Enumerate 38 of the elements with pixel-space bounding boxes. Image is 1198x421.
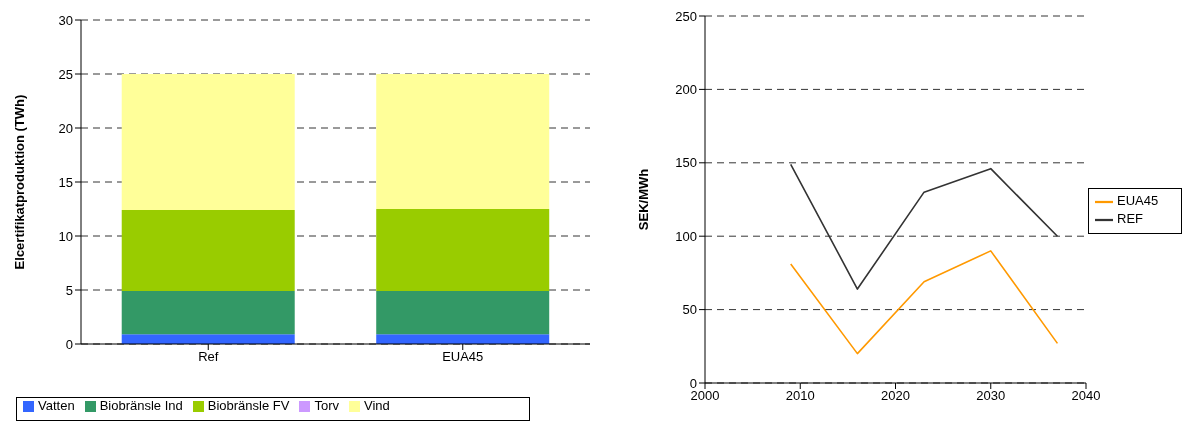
legend-label: Biobränsle Ind xyxy=(99,398,183,413)
x-tick-label: 2010 xyxy=(785,388,815,404)
y-tick-label: 100 xyxy=(675,228,697,244)
legend-label: Vatten xyxy=(38,398,75,413)
x-tick-label: 2000 xyxy=(690,388,720,404)
bar xyxy=(376,291,550,335)
bar xyxy=(121,210,295,292)
y-tick-label: 50 xyxy=(682,302,697,318)
y-tick-label: 20 xyxy=(58,120,73,136)
legend-label: REF xyxy=(1117,210,1143,226)
y-tick-label: 150 xyxy=(675,155,697,171)
y-tick-label: 30 xyxy=(58,12,73,28)
bar xyxy=(376,74,550,209)
y-tick-label: 5 xyxy=(65,282,73,298)
bar xyxy=(121,291,295,335)
bar xyxy=(376,209,550,292)
legend-label: Biobränsle FV xyxy=(207,398,290,413)
bar xyxy=(121,74,295,211)
x-tick-label: 2040 xyxy=(1071,388,1101,404)
y-axis-title: Elcertifikatproduktion (TWh) xyxy=(11,94,27,270)
line-series xyxy=(789,250,1059,355)
y-tick-label: 15 xyxy=(58,174,73,190)
legend-label: Vind xyxy=(363,398,390,413)
legend-label: EUA45 xyxy=(1117,192,1159,208)
line-series xyxy=(789,163,1059,290)
y-tick-label: 200 xyxy=(675,82,697,98)
x-tick-label: 2020 xyxy=(881,388,910,404)
bar xyxy=(121,334,295,344)
x-tick-label: Ref xyxy=(198,349,219,365)
y-tick-label: 10 xyxy=(58,228,73,244)
y-tick-label: 25 xyxy=(58,66,73,82)
legend-label: Torv xyxy=(314,398,339,413)
bar xyxy=(376,334,550,344)
y-tick-label: 250 xyxy=(675,8,697,24)
y-tick-label: 0 xyxy=(65,336,73,352)
y-tick-label: 0 xyxy=(689,375,697,391)
x-tick-label: 2030 xyxy=(976,388,1006,404)
y-axis-title: SEK/MWh xyxy=(635,168,651,231)
